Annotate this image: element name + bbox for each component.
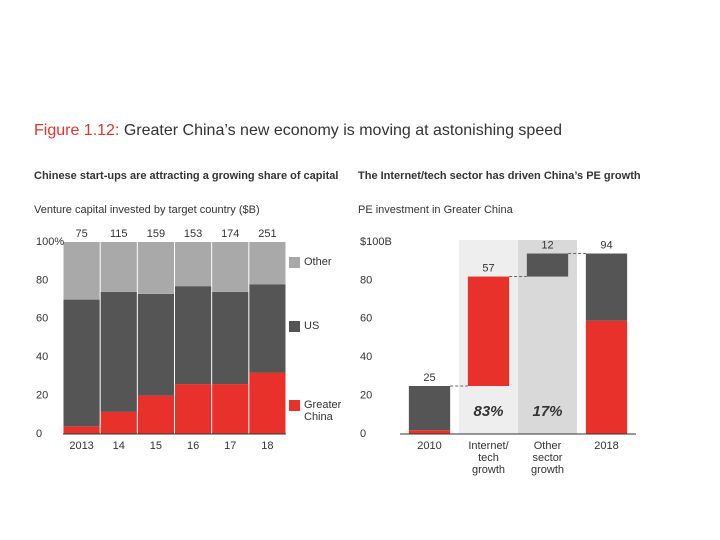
bar-segment — [63, 242, 100, 300]
total-label: 12 — [541, 239, 553, 251]
figure-title: Figure 1.12: Greater China’s new economy… — [34, 122, 562, 139]
y-tick-label: 0 — [360, 428, 366, 440]
x-tick-label: 2010 — [417, 440, 442, 452]
annotation: 17% — [532, 403, 562, 420]
x-tick-label: Internet/ tech growth — [468, 440, 509, 476]
y-tick-label: 40 — [360, 351, 372, 363]
bar-segment — [63, 426, 100, 434]
figure-label: Figure 1.12: — [34, 122, 119, 139]
x-tick-label: 14 — [113, 440, 125, 452]
x-tick-label: 2013 — [69, 440, 93, 452]
x-tick-label: 17 — [224, 440, 236, 452]
total-label: 25 — [423, 372, 435, 384]
chart-title: Chinese start-ups are attracting a growi… — [34, 170, 338, 182]
bar-segment — [175, 384, 212, 434]
legend-label: Greater China — [304, 399, 342, 423]
bar-segment — [585, 320, 628, 434]
bar-segment — [212, 242, 249, 292]
bar-segment — [585, 253, 628, 321]
total-label: 174 — [221, 228, 239, 240]
y-tick-label: 20 — [360, 390, 372, 402]
bar-segment — [249, 242, 286, 285]
total-label: 115 — [110, 228, 128, 240]
bar-segment — [137, 242, 174, 294]
x-tick-label: 18 — [261, 440, 273, 452]
annotation: 83% — [473, 403, 503, 420]
total-label: 94 — [600, 239, 612, 251]
total-label: 57 — [482, 262, 494, 274]
bar-segment — [175, 286, 212, 385]
legend-swatch — [289, 257, 300, 268]
bar-segment — [408, 430, 451, 434]
bar-segment — [249, 372, 286, 434]
bar-segment — [100, 291, 137, 412]
bar-segment — [408, 386, 451, 431]
y-tick-label: 80 — [360, 274, 372, 286]
bar-segment — [526, 253, 569, 277]
bar-segment — [175, 242, 212, 287]
x-tick-label: 16 — [187, 440, 199, 452]
total-label: 159 — [147, 228, 165, 240]
legend-swatch — [289, 321, 300, 332]
y-tick-label: 20 — [36, 390, 48, 402]
chart-title: The Internet/tech sector has driven Chin… — [358, 170, 641, 182]
bar-segment — [100, 411, 137, 434]
bar-segment — [212, 291, 249, 385]
y-tick-label: $100B — [360, 236, 392, 248]
bar-segment — [137, 293, 174, 396]
y-tick-label: 60 — [360, 313, 372, 325]
legend-swatch — [289, 400, 300, 411]
y-tick-label: 100% — [36, 236, 64, 248]
bar-segment — [137, 395, 174, 434]
x-tick-label: 2018 — [594, 440, 619, 452]
y-tick-label: 0 — [36, 428, 42, 440]
total-label: 153 — [184, 228, 202, 240]
legend-label: US — [304, 320, 320, 332]
y-tick-label: 80 — [36, 274, 48, 286]
x-tick-label: 15 — [150, 440, 162, 452]
legend-label: Other — [304, 256, 332, 268]
chart-subtitle: PE investment in Greater China — [358, 204, 514, 216]
total-label: 75 — [75, 228, 87, 240]
total-label: 251 — [258, 228, 276, 240]
bar-segment — [63, 299, 100, 427]
bar-segment — [212, 384, 249, 434]
y-tick-label: 40 — [36, 351, 48, 363]
bar-segment — [249, 284, 286, 373]
chart-subtitle: Venture capital invested by target count… — [34, 204, 260, 216]
bar-segment — [467, 276, 510, 386]
bar-segment — [100, 242, 137, 292]
x-tick-label: Other sector growth — [530, 440, 565, 476]
y-tick-label: 60 — [36, 313, 48, 325]
figure-title-text: Greater China’s new economy is moving at… — [124, 122, 562, 139]
